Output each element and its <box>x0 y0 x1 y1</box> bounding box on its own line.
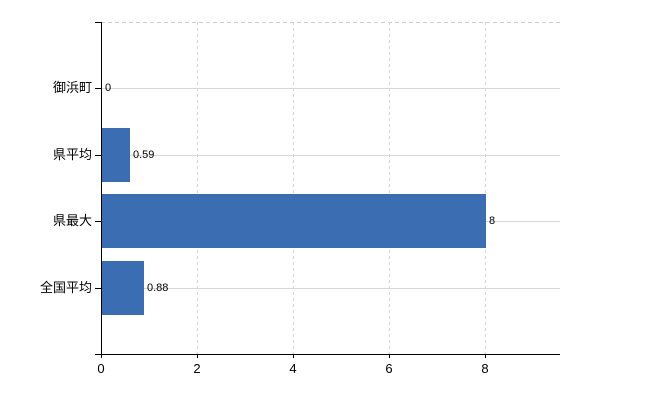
y-axis-top-tick <box>95 22 101 23</box>
x-axis-tick <box>197 354 198 358</box>
x-axis <box>95 354 560 355</box>
vertical-gridline <box>485 22 486 354</box>
bar-value-label: 0 <box>105 82 112 94</box>
vertical-gridline <box>389 22 390 354</box>
plot-top-border <box>101 22 560 23</box>
horizontal-gridline <box>101 88 560 89</box>
bar-3 <box>102 261 144 315</box>
category-label: 県最大 <box>52 213 92 228</box>
x-axis-tick-label: 0 <box>97 361 105 376</box>
y-axis-tick <box>95 288 101 289</box>
bar-1 <box>102 128 130 182</box>
x-axis-tick-label: 2 <box>193 361 201 376</box>
bar-value-label: 8 <box>489 215 496 227</box>
category-label: 全国平均 <box>39 280 92 295</box>
bar-value-label: 0.88 <box>147 282 169 294</box>
category-label: 県平均 <box>52 147 92 162</box>
x-axis-tick-label: 6 <box>385 361 393 376</box>
horizontal-gridline <box>101 155 560 156</box>
y-axis-tick <box>95 155 101 156</box>
x-axis-tick <box>101 354 102 358</box>
category-label: 御浜町 <box>52 80 92 95</box>
x-axis-tick-label: 4 <box>289 361 297 376</box>
x-axis-tick-label: 8 <box>481 361 489 376</box>
y-axis-tick <box>95 221 101 222</box>
horizontal-gridline <box>101 288 560 289</box>
vertical-gridline <box>293 22 294 354</box>
x-axis-tick <box>389 354 390 358</box>
bar-2 <box>102 194 486 248</box>
y-axis-tick <box>95 88 101 89</box>
y-axis <box>101 22 102 354</box>
vertical-gridline <box>197 22 198 354</box>
bar-value-label: 0.59 <box>133 149 155 161</box>
x-axis-tick <box>293 354 294 358</box>
x-axis-tick <box>485 354 486 358</box>
